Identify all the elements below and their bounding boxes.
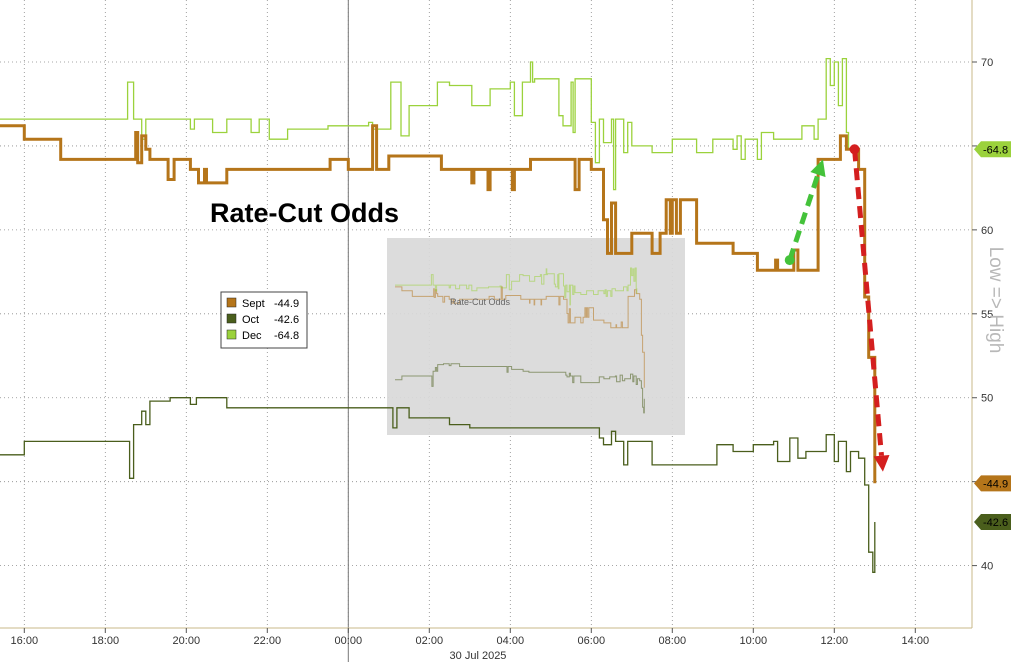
inset-lines — [395, 267, 645, 414]
x-tick-label: 00:00 — [335, 635, 363, 647]
badge-value-sept: -44.9 — [983, 478, 1008, 490]
x-axis: 16:00 18:00 20:00 22:00 00:00 02:00 04:00 06:00… — [11, 628, 930, 647]
y-tick-label: 70 — [981, 57, 993, 69]
arrow-up-icon — [787, 173, 821, 261]
legend-swatch-oct — [226, 313, 237, 324]
x-tick-label: 20:00 — [173, 635, 201, 647]
inset-title: Rate-Cut Odds — [450, 297, 511, 307]
y-axis: 70 60 55 50 40 — [972, 57, 993, 573]
badge-oct — [974, 513, 1011, 530]
legend-name-oct: Oct — [242, 314, 259, 326]
series-lines — [0, 57, 877, 573]
x-tick-label: 04:00 — [497, 635, 525, 647]
arrow-up-start-dot — [784, 255, 795, 266]
legend-value-sept: -44.9 — [274, 298, 299, 310]
badge-dec — [974, 141, 1011, 158]
badge-value-dec: -64.8 — [983, 144, 1008, 156]
last-value-badges: -44.9 -42.6 -64.8 — [974, 141, 1011, 530]
badge-value-oct: -42.6 — [983, 517, 1008, 529]
x-tick-label: 06:00 — [578, 635, 606, 647]
date-label: 30 Jul 2025 — [450, 650, 507, 662]
x-tick-label: 22:00 — [254, 635, 282, 647]
arrow-up-head-icon — [810, 159, 826, 178]
series-line-dec — [0, 57, 850, 191]
x-tick-label: 18:00 — [92, 635, 120, 647]
x-tick-label: 10:00 — [740, 635, 768, 647]
inset-background — [387, 238, 685, 435]
arrow-down-start-dot — [849, 144, 860, 155]
inset-line-oct — [395, 363, 645, 414]
legend-value-oct: -42.6 — [274, 314, 299, 326]
inset-line-dec — [395, 267, 638, 306]
legend-value-dec: -64.8 — [274, 330, 299, 342]
x-tick-label: 12:00 — [821, 635, 849, 647]
y-tick-label: 55 — [981, 309, 993, 321]
inset-line-sept — [395, 286, 645, 388]
legend-swatch-sept — [226, 297, 237, 308]
arrow-down-icon — [852, 149, 884, 456]
arrow-down-head-icon — [873, 454, 890, 472]
x-tick-label: 08:00 — [659, 635, 687, 647]
legend-swatch-dec — [226, 329, 237, 340]
series-line-oct — [0, 397, 876, 573]
legend-name-sept: Sept — [242, 298, 265, 310]
legend-name-dec: Dec — [242, 330, 262, 342]
y-tick-label: 60 — [981, 225, 993, 237]
badge-sept — [974, 475, 1011, 492]
x-tick-label: 14:00 — [902, 635, 930, 647]
chart-title: Rate-Cut Odds — [210, 198, 399, 228]
y-tick-label: 40 — [981, 561, 993, 573]
x-tick-label: 16:00 — [11, 635, 39, 647]
inset-thumbnail: Rate-Cut Odds — [387, 238, 685, 435]
y-tick-label: 50 — [981, 393, 993, 405]
series-line-sept — [0, 124, 877, 484]
annotation-arrows — [784, 144, 890, 472]
y-axis-side-label: Low => High — [985, 247, 1006, 354]
x-tick-label: 02:00 — [416, 635, 444, 647]
legend: Sept -44.9 Oct -42.6 Dec -64.8 — [220, 291, 308, 349]
